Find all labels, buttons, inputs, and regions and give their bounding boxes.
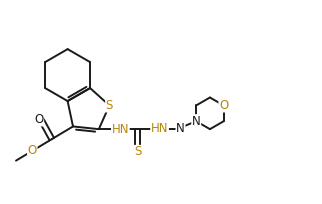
Text: N: N [176,122,185,135]
Text: N: N [192,115,201,128]
Text: O: O [219,99,228,112]
Text: HN: HN [151,122,168,135]
Text: O: O [28,144,37,157]
Text: S: S [134,145,141,159]
Text: S: S [106,99,113,112]
Text: O: O [34,113,43,126]
Text: HN: HN [112,123,129,136]
